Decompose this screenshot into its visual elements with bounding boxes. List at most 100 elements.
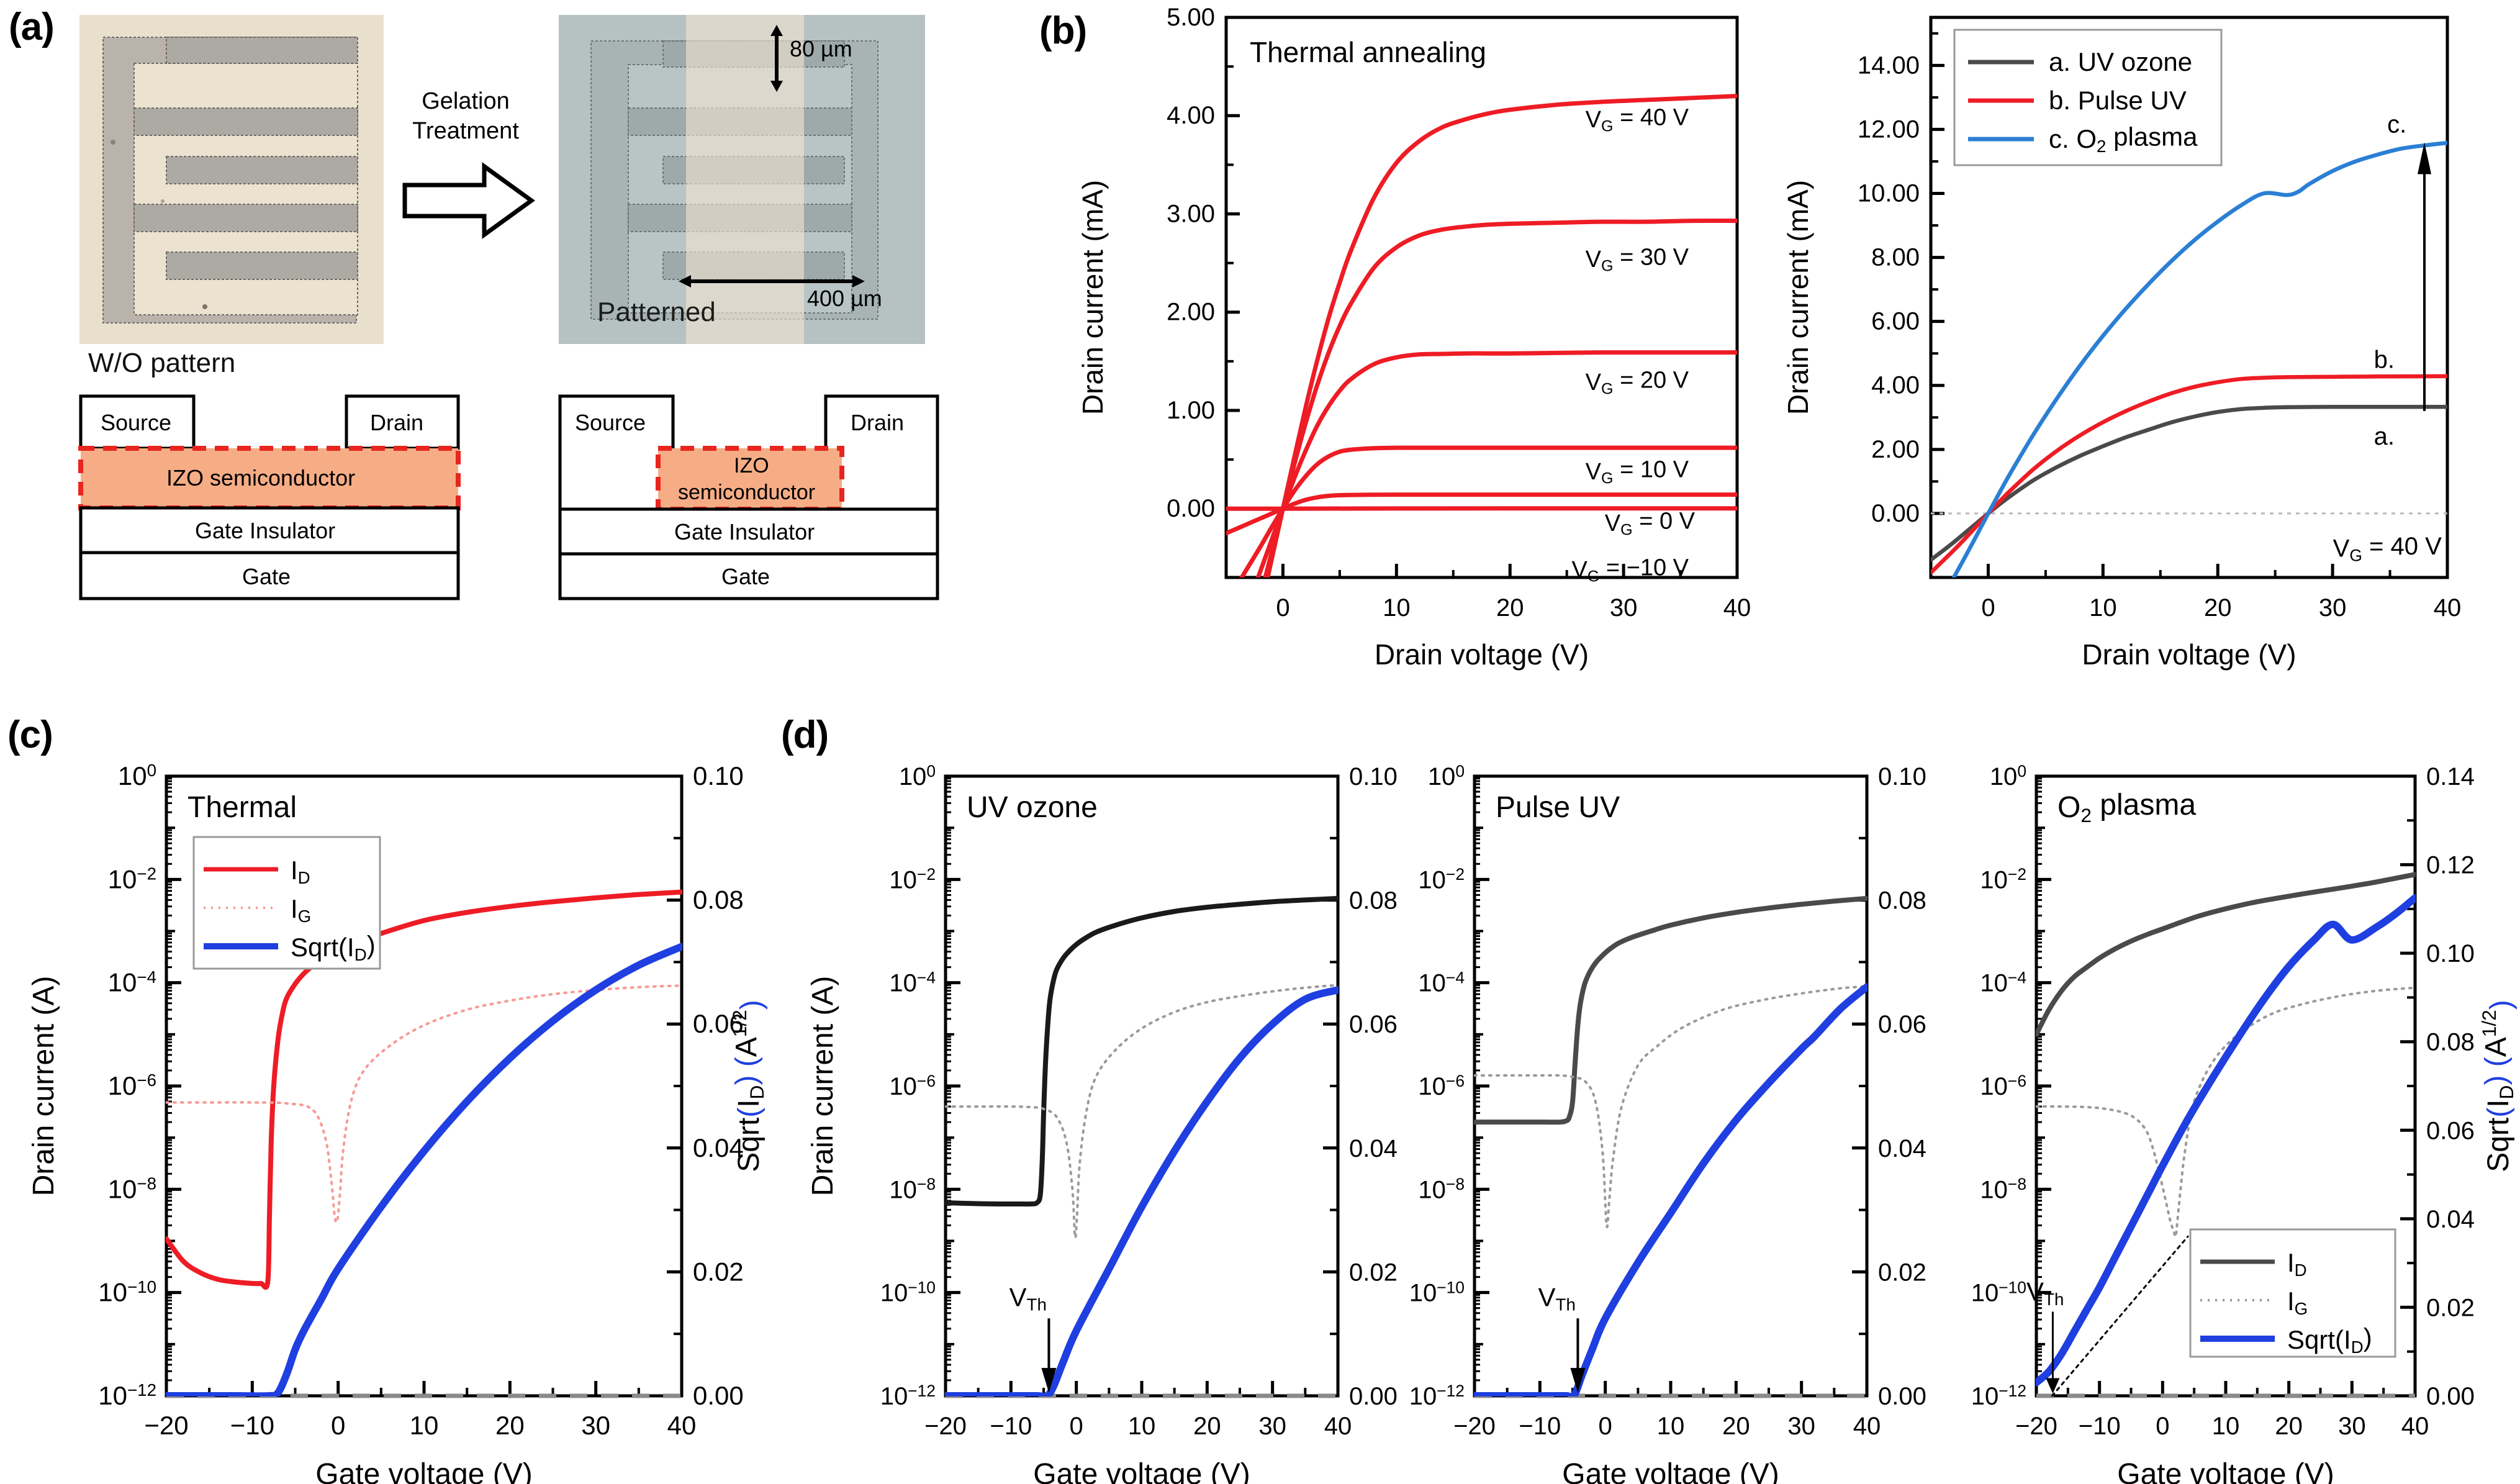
y-tick-label-left: 10−6 xyxy=(889,1072,936,1100)
x-axis-title: Gate voltage (V) xyxy=(1033,1458,1250,1484)
legend-label: Sqrt(ID) xyxy=(2287,1323,2372,1357)
y-tick-label: 2.00 xyxy=(1167,299,1215,326)
vg-annotation-1: VG = 30 V xyxy=(1586,245,1689,275)
curve-vg-10-v xyxy=(1239,445,1737,577)
x-tick-label: −20 xyxy=(2015,1413,2057,1440)
y-tick-label-right: 0.08 xyxy=(1878,887,1926,915)
annotation-c: c. xyxy=(2387,111,2406,138)
y-tick-label-left: 100 xyxy=(118,761,156,790)
curve-vg-20-v xyxy=(1255,350,1737,577)
micrograph-wo-pattern-label: W/O pattern xyxy=(88,348,236,378)
plot-frame xyxy=(1224,16,1739,579)
annotation-a: a. xyxy=(2374,423,2395,450)
gelation-line-1: Gelation xyxy=(422,88,510,114)
y-axis-title-right: Sqrt(ID) (A1/2) xyxy=(2478,1000,2518,1172)
chart-b-thermal-annealing: 0.00 1.00 2.00 3.00 4.00 5.00 0 10 20 30 40 Drain v… xyxy=(1043,0,1751,671)
x-axis-title: Gate voltage (V) xyxy=(1562,1458,1779,1484)
x-tick-label: 40 xyxy=(2434,594,2462,622)
x-tick-label: 20 xyxy=(1496,594,1524,622)
curve-sqrt(id) xyxy=(945,986,1339,1396)
x-tick-label: 0 xyxy=(1070,1413,1083,1440)
panel-c-letter: (c) xyxy=(7,713,53,756)
x-tick-label: 10 xyxy=(2212,1413,2240,1440)
y-tick-label-right: 0.10 xyxy=(1349,763,1398,790)
y-tick-label-left: 10−10 xyxy=(1409,1278,1465,1306)
x-tick-label: −10 xyxy=(990,1413,1032,1440)
x-tick-label: 10 xyxy=(1128,1413,1156,1440)
y-tick-label: 6.00 xyxy=(1871,308,1920,335)
plot-frame xyxy=(944,774,1340,1398)
stack-left-drain-label: Drain xyxy=(370,410,424,435)
vg-annotation-5: VG = −10 V xyxy=(1571,555,1689,586)
x-tick-label: 20 xyxy=(1193,1413,1221,1440)
chart-d2-pulse-uv: 10−12 10−10 10−8 10−6 10−4 10−2 100 0.00 0.02 0.0… xyxy=(1363,683,1934,1484)
chart-title: Pulse UV xyxy=(1496,791,1620,824)
stack-right-source-label: Source xyxy=(575,410,646,435)
y-tick-label-left: 10−6 xyxy=(1980,1072,2026,1100)
x-tick-label: −10 xyxy=(1519,1413,1561,1440)
vth-arrow-head xyxy=(2046,1378,2060,1394)
y-tick-label-right: 0.06 xyxy=(693,1009,744,1038)
panel-b-letter: (b) xyxy=(1039,9,1087,52)
curve-b-pulse-uv xyxy=(1931,374,2447,575)
y-axis-title: Drain current (A) xyxy=(27,976,60,1197)
vth-label: VTh xyxy=(1538,1282,1576,1314)
y-tick-label-right: 0.00 xyxy=(2426,1383,2475,1410)
y-tick-label-right: 0.02 xyxy=(1878,1259,1926,1286)
y-tick-label: 4.00 xyxy=(1167,102,1215,129)
y-tick-label-right: 0.10 xyxy=(1878,763,1926,790)
y-tick-label-left: 100 xyxy=(1428,762,1465,790)
trend-arrow-head xyxy=(2418,142,2432,174)
vth-label: VTh xyxy=(2026,1277,2064,1309)
curve-vg-30-v xyxy=(1263,218,1737,577)
y-tick-label: 5.00 xyxy=(1167,4,1215,31)
y-tick-label-right: 0.10 xyxy=(693,761,744,790)
curve-ig xyxy=(2036,986,2416,1238)
vg-annotation-2: VG = 20 V xyxy=(1586,368,1689,398)
y-tick-label: 2.00 xyxy=(1871,436,1920,463)
y-tick-label-right: 0.10 xyxy=(2426,940,2475,967)
legend-label: Sqrt(ID) xyxy=(291,930,376,964)
y-tick-label-left: 10−2 xyxy=(1418,865,1465,894)
y-tick-label-left: 10−4 xyxy=(108,967,156,997)
curve-a-uv-ozone xyxy=(1931,404,2447,562)
y-tick-label: 1.00 xyxy=(1167,397,1215,424)
curve-sqrt(id) xyxy=(2036,894,2416,1387)
y-tick-label-right: 0.06 xyxy=(2426,1117,2475,1144)
y-tick-label: 0.00 xyxy=(1871,500,1920,527)
x-tick-label: −20 xyxy=(144,1411,188,1440)
curve-id xyxy=(945,895,1339,1207)
curve-ig xyxy=(166,984,682,1224)
vg-annotation-0: VG = 40 V xyxy=(1586,105,1689,135)
y-tick-label-left: 10−2 xyxy=(889,865,936,894)
micrograph-wo-pattern xyxy=(79,15,384,344)
y-tick-label-left: 10−8 xyxy=(1418,1175,1465,1203)
dim-400um-arrow-icon xyxy=(679,273,865,289)
vg-annotation-3: VG = 10 V xyxy=(1586,457,1689,487)
chart-title: Thermal xyxy=(187,791,297,824)
vth-arrow-head xyxy=(1041,1368,1057,1393)
y-tick-label: 4.00 xyxy=(1871,372,1920,399)
y-tick-label-right: 0.08 xyxy=(2426,1029,2475,1056)
legend-box xyxy=(1953,29,2223,166)
y-axis-title: Drain current (A) xyxy=(806,976,839,1197)
stack-right-semiconductor-line1: IZO xyxy=(734,454,769,477)
chart-title: Thermal annealing xyxy=(1250,36,1486,68)
legend-label: IG xyxy=(2287,1287,2308,1318)
x-tick-label: 30 xyxy=(1258,1413,1286,1440)
legend-box xyxy=(2189,1228,2396,1358)
x-tick-label: 10 xyxy=(410,1411,439,1440)
x-tick-label: 30 xyxy=(1610,594,1638,622)
y-tick-label: 10.00 xyxy=(1858,179,1920,207)
y-tick-label-right: 0.04 xyxy=(1349,1135,1398,1162)
y-tick-label-right: 0.04 xyxy=(1878,1135,1926,1162)
y-tick-label-right: 0.04 xyxy=(2426,1206,2475,1233)
y-tick-label-right: 0.02 xyxy=(2426,1294,2475,1321)
y-tick-label-left: 10−10 xyxy=(1971,1278,2026,1306)
x-tick-label: 30 xyxy=(2319,594,2347,622)
x-tick-label: 10 xyxy=(1383,594,1411,622)
curve-id xyxy=(166,889,682,1290)
panel-a-letter: (a) xyxy=(9,6,55,48)
micrograph-patterned xyxy=(559,15,925,344)
x-tick-label: 40 xyxy=(2401,1413,2429,1440)
